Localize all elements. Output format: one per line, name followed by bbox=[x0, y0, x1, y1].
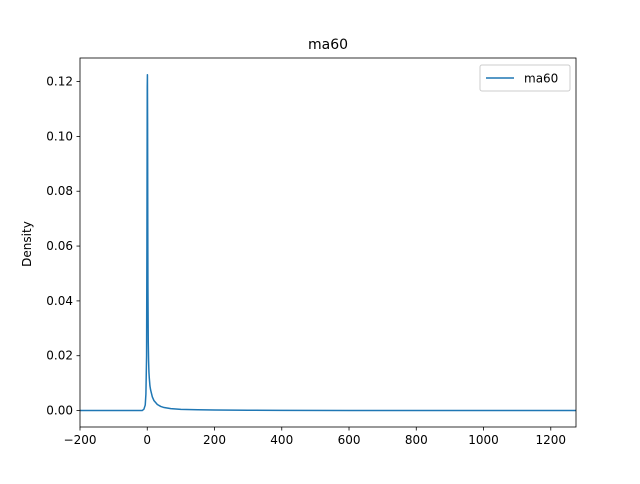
y-tick-label: 0.00 bbox=[46, 404, 73, 418]
x-tick-label: −200 bbox=[64, 433, 97, 447]
y-axis-label: Density bbox=[20, 221, 34, 267]
x-tick-label: 200 bbox=[203, 433, 226, 447]
x-tick-label: 400 bbox=[270, 433, 293, 447]
legend-label: ma60 bbox=[524, 72, 558, 86]
y-axis: 0.00 0.02 0.04 0.06 0.08 0.10 0.12 bbox=[46, 75, 80, 418]
x-tick-label: 1000 bbox=[468, 433, 499, 447]
plot-area bbox=[79, 57, 577, 428]
y-tick-label: 0.02 bbox=[46, 349, 73, 363]
x-tick-label: 800 bbox=[405, 433, 428, 447]
series-line-ma60 bbox=[80, 73, 576, 412]
y-tick-label: 0.08 bbox=[46, 184, 73, 198]
x-axis: −200 0 200 400 600 800 1000 1200 bbox=[64, 427, 567, 447]
plot-frame bbox=[79, 57, 577, 428]
chart-title: ma60 bbox=[308, 37, 348, 53]
x-tick-label: 600 bbox=[338, 433, 361, 447]
y-tick-label: 0.06 bbox=[46, 239, 73, 253]
y-tick-label: 0.04 bbox=[46, 294, 73, 308]
legend: ma60 bbox=[479, 64, 571, 92]
x-tick-label: 1200 bbox=[536, 433, 567, 447]
legend-box bbox=[479, 64, 571, 92]
x-tick-label: 0 bbox=[143, 433, 151, 447]
y-tick-label: 0.10 bbox=[46, 129, 73, 143]
y-tick-label: 0.12 bbox=[46, 75, 73, 89]
